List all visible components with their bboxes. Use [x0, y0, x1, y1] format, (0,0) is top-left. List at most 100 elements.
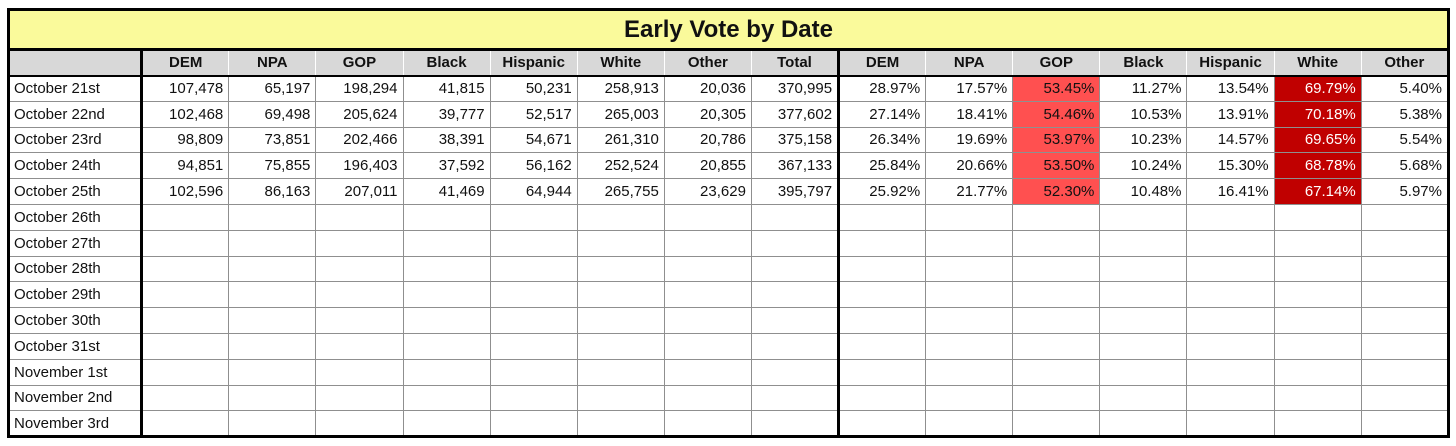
value-cell [750, 358, 840, 386]
date-cell: October 22nd [7, 100, 143, 128]
value-cell [315, 281, 404, 309]
value-cell: 252,524 [576, 152, 665, 180]
value-cell: 5.54% [1360, 126, 1450, 154]
value-cell [1186, 203, 1275, 231]
value-cell [402, 332, 491, 360]
value-cell [1360, 410, 1450, 438]
value-cell [750, 410, 840, 438]
value-cell [1360, 332, 1450, 360]
value-cell: 198,294 [315, 75, 404, 102]
table-row: October 29th [7, 281, 1450, 309]
value-cell: 265,003 [576, 100, 665, 128]
column-header-other: Other [663, 49, 752, 77]
value-cell: 14.57% [1186, 126, 1275, 154]
value-cell [1099, 281, 1188, 309]
value-cell [315, 203, 404, 231]
value-cell [1360, 281, 1450, 309]
table-row: October 24th 94,851 75,855 196,403 37,592 56,… [7, 152, 1450, 180]
value-cell: 69,498 [228, 100, 317, 128]
value-cell: 10.53% [1099, 100, 1188, 128]
table-row: October 21st 107,478 65,197 198,294 41,815 50… [7, 75, 1450, 102]
value-cell [402, 307, 491, 334]
value-cell [663, 255, 752, 283]
value-cell: 53.45% [1012, 75, 1101, 102]
value-cell [750, 332, 840, 360]
value-cell [663, 384, 752, 412]
value-cell [1012, 307, 1101, 334]
value-cell: 75,855 [228, 152, 317, 180]
column-header-black: Black [402, 49, 491, 77]
value-cell [140, 410, 230, 438]
value-cell [1012, 384, 1101, 412]
value-cell [1099, 307, 1188, 334]
value-cell [140, 307, 230, 334]
table-row: October 31st [7, 332, 1450, 360]
value-cell: 5.97% [1360, 178, 1450, 205]
value-cell [315, 384, 404, 412]
value-cell [228, 410, 317, 438]
column-header-hispanic: Hispanic [489, 49, 578, 77]
value-cell [1273, 281, 1362, 309]
value-cell [925, 203, 1014, 231]
value-cell [140, 203, 230, 231]
value-cell [489, 203, 578, 231]
value-cell [925, 384, 1014, 412]
value-cell [228, 332, 317, 360]
value-cell [1012, 358, 1101, 386]
value-cell [489, 307, 578, 334]
value-cell [663, 307, 752, 334]
value-cell [228, 358, 317, 386]
value-cell: 377,602 [750, 100, 840, 128]
value-cell [315, 229, 404, 257]
value-cell: 13.91% [1186, 100, 1275, 128]
value-cell: 64,944 [489, 178, 578, 205]
value-cell [925, 410, 1014, 438]
date-cell: October 26th [7, 203, 143, 231]
value-cell: 258,913 [576, 75, 665, 102]
value-cell [1273, 307, 1362, 334]
value-cell [402, 384, 491, 412]
column-header-dem-pct: DEM [837, 49, 927, 77]
value-cell: 20,786 [663, 126, 752, 154]
value-cell [228, 281, 317, 309]
value-cell: 53.97% [1012, 126, 1101, 154]
value-cell: 21.77% [925, 178, 1014, 205]
value-cell [1012, 332, 1101, 360]
value-cell [576, 384, 665, 412]
value-cell: 207,011 [315, 178, 404, 205]
date-cell: October 31st [7, 332, 143, 360]
header-row: DEM NPA GOP Black Hispanic White Other Total DEM… [7, 49, 1450, 77]
value-cell: 94,851 [140, 152, 230, 180]
value-cell [228, 229, 317, 257]
value-cell [1012, 281, 1101, 309]
table-row: November 3rd [7, 410, 1450, 438]
table-row: October 30th [7, 307, 1450, 334]
value-cell [1273, 358, 1362, 386]
value-cell [663, 410, 752, 438]
value-cell [315, 358, 404, 386]
value-cell [663, 281, 752, 309]
value-cell [837, 358, 927, 386]
value-cell: 205,624 [315, 100, 404, 128]
value-cell [1186, 255, 1275, 283]
table-row: October 25th 102,596 86,163 207,011 41,469 64… [7, 178, 1450, 205]
value-cell: 73,851 [228, 126, 317, 154]
column-header-gop-pct: GOP [1012, 49, 1101, 77]
value-cell [576, 203, 665, 231]
value-cell [402, 229, 491, 257]
value-cell: 107,478 [140, 75, 230, 102]
value-cell: 37,592 [402, 152, 491, 180]
value-cell [140, 358, 230, 386]
value-cell [315, 332, 404, 360]
value-cell [1186, 384, 1275, 412]
value-cell [925, 255, 1014, 283]
value-cell [140, 255, 230, 283]
early-vote-sheet: Early Vote by Date DEM NPA GOP Black Hispani… [7, 8, 1450, 439]
value-cell [576, 410, 665, 438]
value-cell: 102,468 [140, 100, 230, 128]
value-cell: 54,671 [489, 126, 578, 154]
value-cell: 41,815 [402, 75, 491, 102]
value-cell [489, 255, 578, 283]
value-cell [576, 358, 665, 386]
table-row: November 2nd [7, 384, 1450, 412]
